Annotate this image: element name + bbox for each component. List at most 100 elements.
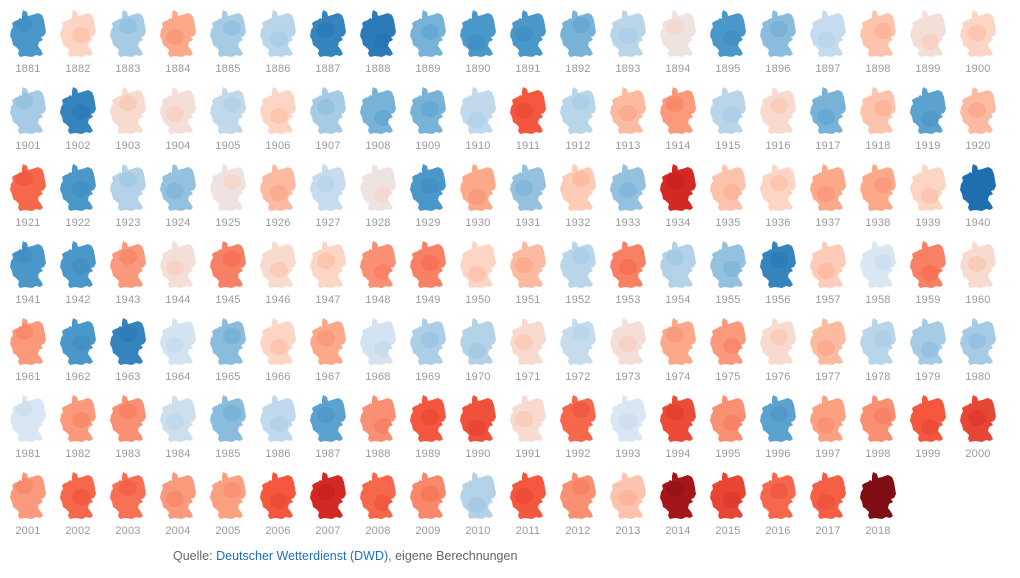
- year-label: 1900: [965, 63, 991, 75]
- year-label: 1908: [365, 140, 391, 152]
- germany-map: [110, 164, 146, 211]
- year-map-1919: 1919: [903, 77, 953, 154]
- germany-shape-1994: [660, 395, 696, 442]
- regional-variation: [15, 401, 33, 417]
- year-label: 1951: [515, 294, 541, 306]
- germany-map: [310, 10, 346, 57]
- year-map-1899: 1899: [903, 0, 953, 77]
- regional-variation: [166, 183, 184, 199]
- germany-shape-1909: [410, 87, 446, 134]
- regional-variation: [119, 172, 137, 188]
- germany-shape-1956: [760, 241, 796, 288]
- year-map-1946: 1946: [253, 231, 303, 308]
- germany-shape-1957: [810, 241, 846, 288]
- year-map-1934: 1934: [653, 154, 703, 231]
- year-label: 1942: [65, 294, 91, 306]
- regional-variation: [619, 259, 637, 275]
- germany-map: [860, 87, 896, 134]
- year-label: 1883: [115, 63, 141, 75]
- regional-variation: [874, 254, 892, 270]
- year-label: 1980: [965, 371, 991, 383]
- year-map-1929: 1929: [403, 154, 453, 231]
- year-label: 1992: [565, 448, 591, 460]
- germany-map: [660, 395, 696, 442]
- germany-shape-1913: [610, 87, 646, 134]
- year-label: 2004: [165, 525, 191, 537]
- year-map-1885: 1885: [203, 0, 253, 77]
- year-label: 1943: [115, 294, 141, 306]
- year-label: 2005: [215, 525, 241, 537]
- germany-map: [760, 395, 796, 442]
- germany-map: [210, 318, 246, 365]
- germany-map: [610, 318, 646, 365]
- regional-variation: [270, 339, 288, 355]
- year-map-1998: 1998: [853, 385, 903, 462]
- germany-map: [10, 472, 46, 519]
- germany-map: [960, 10, 996, 57]
- germany-shape-1986: [260, 395, 296, 442]
- year-map-1949: 1949: [403, 231, 453, 308]
- germany-map: [510, 472, 546, 519]
- germany-shape-1919: [910, 87, 946, 134]
- year-label: 1932: [565, 217, 591, 229]
- year-map-1977: 1977: [803, 308, 853, 385]
- regional-variation: [421, 24, 439, 40]
- germany-map: [460, 472, 496, 519]
- germany-map: [510, 10, 546, 57]
- regional-variation: [770, 175, 788, 191]
- year-label: 1907: [315, 140, 341, 152]
- regional-variation: [421, 178, 439, 194]
- germany-shape-1904: [160, 87, 196, 134]
- regional-variation: [15, 478, 33, 494]
- year-label: 1944: [165, 294, 191, 306]
- year-label: 1953: [615, 294, 641, 306]
- dwd-link[interactable]: Deutscher Wetterdienst (DWD): [216, 549, 389, 563]
- regional-variation: [317, 99, 335, 115]
- germany-shape-1890: [460, 10, 496, 57]
- year-map-1947: 1947: [303, 231, 353, 308]
- regional-variation: [619, 105, 637, 121]
- regional-variation: [72, 489, 90, 505]
- year-label: 1989: [415, 448, 441, 460]
- germany-shape-1916: [760, 87, 796, 134]
- year-label: 2003: [115, 525, 141, 537]
- regional-variation: [317, 407, 335, 423]
- germany-map: [810, 241, 846, 288]
- year-map-1891: 1891: [503, 0, 553, 77]
- year-label: 1967: [315, 371, 341, 383]
- year-map-1915: 1915: [703, 77, 753, 154]
- germany-shape-1965: [210, 318, 246, 365]
- germany-shape-2006: [260, 472, 296, 519]
- germany-map: [860, 164, 896, 211]
- year-label: 1962: [65, 371, 91, 383]
- year-label: 1955: [715, 294, 741, 306]
- germany-map: [860, 472, 896, 519]
- regional-variation: [166, 414, 184, 430]
- germany-shape-1998: [860, 395, 896, 442]
- year-label: 1977: [815, 371, 841, 383]
- year-label: 2016: [765, 525, 791, 537]
- year-map-1890: 1890: [453, 0, 503, 77]
- year-map-1964: 1964: [153, 308, 203, 385]
- germany-map: [510, 318, 546, 365]
- germany-map: [360, 472, 396, 519]
- year-label: 1931: [515, 217, 541, 229]
- regional-variation: [468, 112, 486, 128]
- germany-map: [460, 241, 496, 288]
- year-map-2000: 2000: [953, 385, 1003, 462]
- germany-shape-1891: [510, 10, 546, 57]
- germany-shape-2016: [760, 472, 796, 519]
- year-label: 1917: [815, 140, 841, 152]
- regional-variation: [374, 33, 392, 49]
- germany-map: [610, 10, 646, 57]
- germany-map: [110, 318, 146, 365]
- year-label: 2017: [815, 525, 841, 537]
- germany-shape-1939: [910, 164, 946, 211]
- year-label: 1933: [615, 217, 641, 229]
- source-note: Quelle: Deutscher Wetterdienst (DWD), ei…: [173, 549, 517, 563]
- germany-map: [760, 10, 796, 57]
- germany-map: [460, 87, 496, 134]
- year-label: 2010: [465, 525, 491, 537]
- year-map-1889: 1889: [403, 0, 453, 77]
- germany-map: [60, 472, 96, 519]
